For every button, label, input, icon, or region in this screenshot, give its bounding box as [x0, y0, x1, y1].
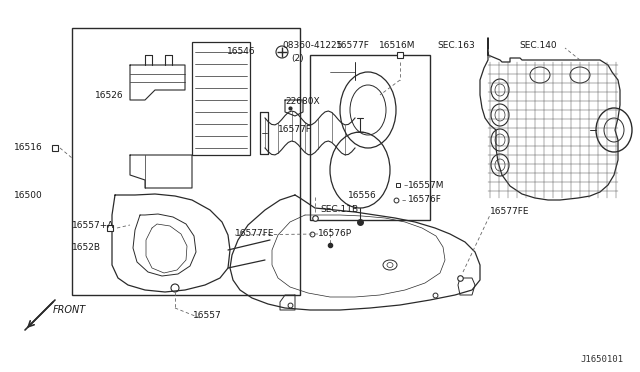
- Text: 16576F: 16576F: [408, 196, 442, 205]
- Text: 16546: 16546: [227, 48, 255, 57]
- Bar: [310, 55, 430, 220]
- Text: J1650101: J1650101: [580, 356, 623, 365]
- Text: 16577F: 16577F: [336, 41, 370, 49]
- Bar: [72, 28, 300, 295]
- Text: 22680X: 22680X: [285, 97, 319, 106]
- Text: 16516M: 16516M: [379, 41, 415, 49]
- Text: 16500: 16500: [14, 190, 43, 199]
- Text: 16557: 16557: [193, 311, 221, 321]
- Text: 16556: 16556: [348, 192, 377, 201]
- Text: 16557+A: 16557+A: [72, 221, 115, 230]
- Text: 16526: 16526: [95, 90, 124, 99]
- Text: 16557M: 16557M: [408, 180, 445, 189]
- Text: 16577FE: 16577FE: [490, 208, 529, 217]
- Text: 16516: 16516: [14, 144, 43, 153]
- Bar: [192, 42, 250, 155]
- Text: SEC.140: SEC.140: [519, 41, 557, 49]
- Text: 16577FE: 16577FE: [235, 228, 275, 237]
- Text: 1652B: 1652B: [72, 244, 101, 253]
- Text: (2): (2): [291, 54, 303, 62]
- Text: 16576P: 16576P: [318, 228, 352, 237]
- Text: 16577F: 16577F: [278, 125, 312, 135]
- Text: SEC.11B: SEC.11B: [320, 205, 358, 215]
- Text: 08360-41225: 08360-41225: [282, 41, 342, 49]
- Text: FRONT: FRONT: [53, 305, 86, 315]
- Text: SEC.163: SEC.163: [437, 41, 475, 49]
